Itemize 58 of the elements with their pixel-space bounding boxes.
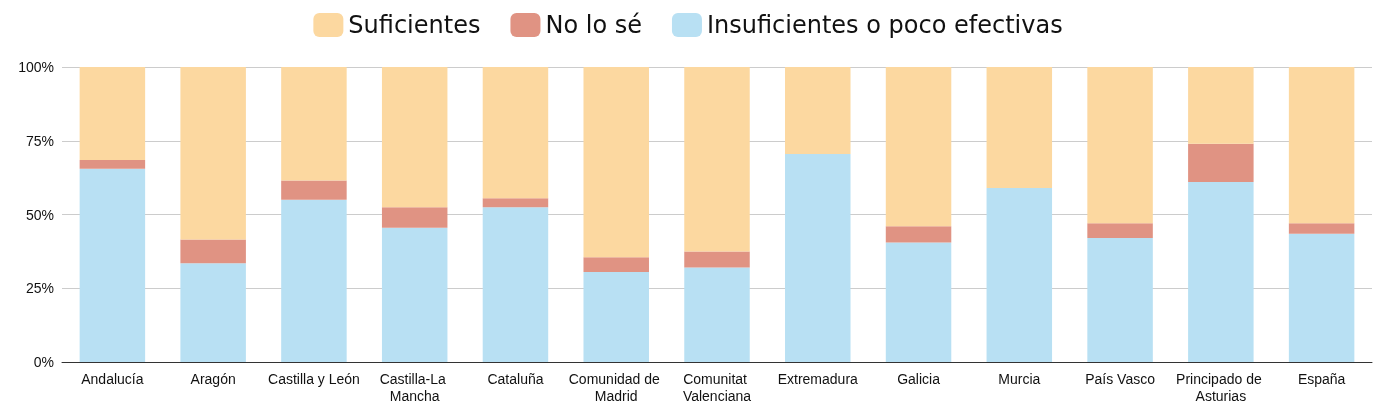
bar (1087, 223, 1153, 239)
x-tick-label: Aragón (190, 370, 236, 387)
bar (381, 67, 448, 208)
bar (281, 67, 347, 181)
x-tick-label: Andalucía (81, 370, 144, 387)
bar (1188, 67, 1254, 144)
y-tick-label: 100% (18, 59, 54, 75)
bar (79, 67, 146, 160)
bar (1288, 67, 1355, 224)
bar (1188, 182, 1254, 362)
bar (1188, 143, 1254, 183)
legend-label: Suficientes (348, 11, 481, 39)
bar (986, 67, 1053, 188)
bar (79, 168, 146, 362)
bar (684, 267, 750, 362)
bar (482, 207, 549, 362)
legend-label: No lo sé (545, 11, 642, 39)
y-tick-label: 50% (25, 206, 54, 223)
y-tick-label: 25% (25, 280, 54, 297)
bar (885, 242, 952, 362)
x-tick-label: Galicia (897, 370, 941, 387)
x-tick-label: Comunidad de Madrid (568, 370, 664, 404)
x-tick-label: Castilla-La Mancha (379, 370, 450, 404)
bar (986, 187, 1053, 362)
bar (1087, 67, 1153, 224)
bar (684, 251, 750, 268)
bar (1288, 233, 1355, 362)
x-tick-label: Murcia (998, 370, 1041, 387)
bar (180, 263, 246, 362)
bar (583, 272, 649, 362)
bar (885, 67, 952, 227)
bar (381, 227, 448, 362)
bar (482, 67, 549, 199)
x-tick-label: España (1297, 370, 1346, 387)
bar (583, 257, 649, 273)
bar (281, 180, 347, 200)
y-tick-label: 75% (25, 132, 54, 149)
bar (281, 199, 347, 362)
x-tick-label: Cataluña (487, 370, 544, 387)
bar (885, 226, 952, 243)
bar (180, 67, 246, 240)
bar (785, 67, 851, 155)
bar (1087, 238, 1153, 362)
legend-label: Insuficientes o poco efectivas (706, 11, 1063, 39)
x-tick-label: Comunitat Valenciana (682, 370, 752, 404)
bar (684, 67, 750, 252)
x-tick-label: País Vasco (1085, 370, 1156, 387)
bar (79, 159, 146, 169)
y-tick-label: 0% (33, 354, 54, 370)
bar (180, 239, 246, 264)
bar (381, 207, 448, 228)
x-tick-label: Castilla y León (268, 370, 360, 387)
bar (583, 67, 649, 258)
bar (482, 198, 549, 208)
bar (1288, 223, 1355, 234)
bar (785, 154, 851, 362)
x-tick-label: Principado de Asturias (1176, 370, 1266, 404)
x-tick-label: Extremadura (777, 370, 859, 387)
